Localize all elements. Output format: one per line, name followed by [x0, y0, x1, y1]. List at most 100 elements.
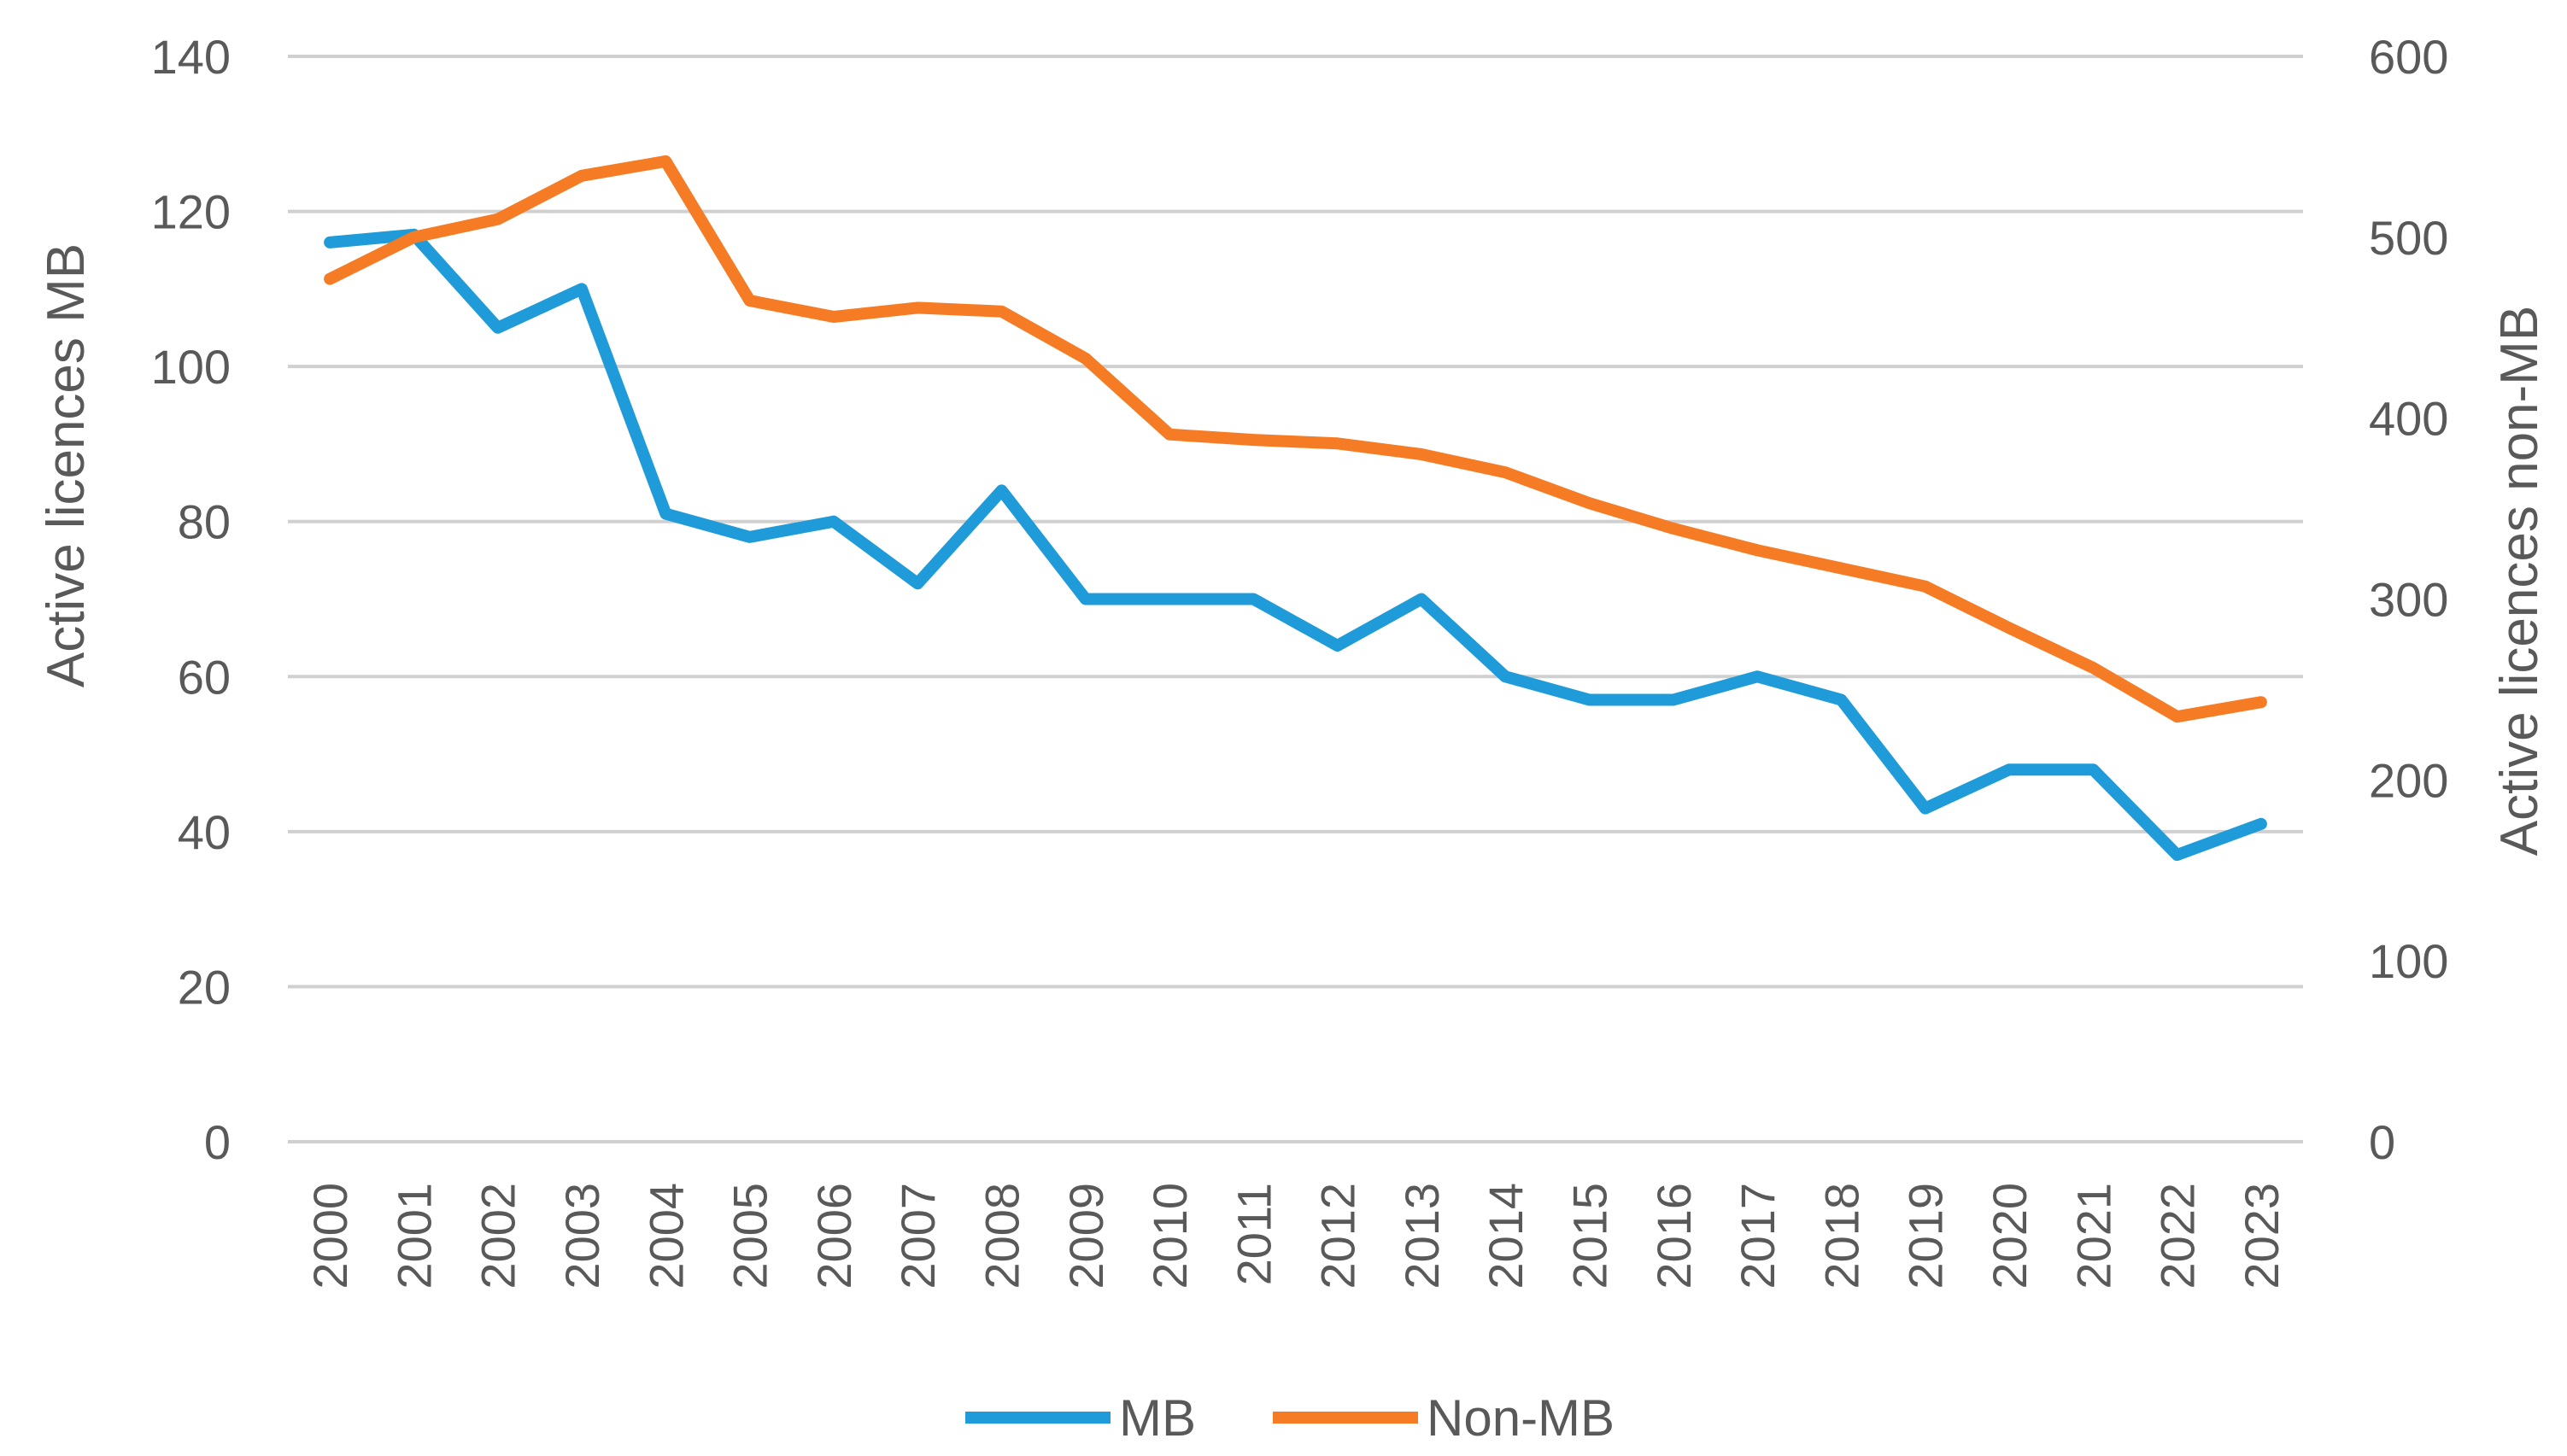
x-tick-label: 2020 [1983, 1183, 2037, 1289]
data-point-mb[interactable] [1584, 694, 1596, 706]
data-point-mb[interactable] [1835, 694, 1847, 706]
x-tick-label: 2006 [807, 1183, 861, 1289]
x-tick-label: 2005 [724, 1183, 777, 1289]
right-tick-label: 400 [2369, 392, 2448, 446]
x-tick-label: 2009 [1059, 1183, 1113, 1289]
data-point-non-mb[interactable] [1835, 562, 1847, 574]
right-tick-label: 500 [2369, 211, 2448, 265]
data-point-non-mb[interactable] [2003, 622, 2015, 634]
legend-label-non-mb: Non-MB [1427, 1389, 1615, 1447]
data-point-mb[interactable] [2255, 818, 2267, 830]
data-point-non-mb[interactable] [995, 306, 1007, 318]
x-tick-label: 2015 [1563, 1183, 1617, 1289]
data-point-non-mb[interactable] [2171, 710, 2183, 722]
x-tick-label: 2003 [555, 1183, 609, 1289]
x-tick-label: 2018 [1814, 1183, 1868, 1289]
right-tick-label: 600 [2369, 30, 2448, 84]
data-point-non-mb[interactable] [1919, 581, 1931, 593]
left-tick-label: 40 [178, 805, 231, 859]
data-point-mb[interactable] [1499, 670, 1511, 682]
legend-label-mb: MB [1119, 1389, 1196, 1447]
left-tick-label: 0 [204, 1115, 231, 1169]
data-point-mb[interactable] [324, 237, 336, 249]
x-tick-label: 2010 [1143, 1183, 1197, 1289]
left-tick-label: 20 [178, 960, 231, 1014]
data-point-non-mb[interactable] [1415, 448, 1427, 460]
data-point-mb[interactable] [2003, 763, 2015, 775]
x-tick-label: 2002 [472, 1183, 525, 1289]
x-tick-label: 2004 [639, 1183, 693, 1289]
data-point-mb[interactable] [2171, 849, 2183, 861]
left-tick-label: 100 [151, 340, 231, 394]
data-point-non-mb[interactable] [1247, 434, 1259, 446]
data-point-mb[interactable] [995, 484, 1007, 496]
left-axis-ticks: 0 20 40 60 80 100 120 140 [151, 30, 231, 1169]
right-tick-label: 0 [2369, 1115, 2395, 1169]
data-point-mb[interactable] [576, 283, 588, 295]
data-point-mb[interactable] [1332, 640, 1344, 652]
data-point-non-mb[interactable] [1499, 466, 1511, 478]
data-point-non-mb[interactable] [492, 213, 504, 225]
x-tick-label: 2016 [1647, 1183, 1701, 1289]
x-tick-label: 2022 [2151, 1183, 2205, 1289]
right-tick-label: 200 [2369, 753, 2448, 807]
data-point-mb[interactable] [744, 531, 756, 543]
series-lines [324, 155, 2267, 862]
data-point-non-mb[interactable] [324, 273, 336, 285]
data-point-non-mb[interactable] [1080, 353, 1092, 365]
data-point-non-mb[interactable] [407, 231, 419, 243]
data-point-non-mb[interactable] [576, 170, 588, 182]
data-point-mb[interactable] [1415, 594, 1427, 605]
right-tick-label: 100 [2369, 934, 2448, 988]
left-tick-label: 140 [151, 30, 231, 84]
right-axis-ticks: 0 100 200 300 400 500 600 [2369, 30, 2448, 1169]
data-point-mb[interactable] [1080, 594, 1092, 605]
series-line-mb[interactable] [324, 228, 2267, 862]
data-point-mb[interactable] [659, 508, 671, 520]
data-point-non-mb[interactable] [744, 295, 756, 307]
left-axis-title: Active licences MB [37, 243, 96, 687]
data-point-non-mb[interactable] [2255, 696, 2267, 708]
x-tick-label: 2000 [303, 1183, 357, 1289]
x-tick-label: 2014 [1479, 1183, 1533, 1289]
data-point-non-mb[interactable] [659, 155, 671, 167]
data-point-mb[interactable] [911, 577, 923, 589]
data-point-mb[interactable] [1163, 594, 1175, 605]
left-tick-label: 80 [178, 495, 231, 549]
x-axis-ticks: 2000 2001 2002 2003 2004 2005 2006 2007 2008 2009… [303, 1183, 2289, 1289]
right-axis-title: Active licences non-MB [2490, 306, 2549, 856]
data-point-mb[interactable] [1751, 670, 1763, 682]
gridlines [288, 55, 2303, 1143]
left-tick-label: 120 [151, 185, 231, 239]
data-point-non-mb[interactable] [1332, 437, 1344, 449]
data-point-non-mb[interactable] [1163, 429, 1175, 441]
data-point-mb[interactable] [1247, 594, 1259, 605]
x-tick-label: 2013 [1395, 1183, 1449, 1289]
legend: MB Non-MB [965, 1389, 1615, 1447]
x-tick-label: 2019 [1899, 1183, 1953, 1289]
legend-item-non-mb[interactable]: Non-MB [1273, 1389, 1615, 1447]
x-tick-label: 2023 [2235, 1183, 2289, 1289]
data-point-mb[interactable] [1919, 803, 1931, 815]
data-point-non-mb[interactable] [1667, 523, 1679, 535]
x-tick-label: 2021 [2066, 1183, 2120, 1289]
data-point-mb[interactable] [828, 516, 840, 528]
data-point-non-mb[interactable] [911, 301, 923, 313]
x-tick-label: 2011 [1227, 1183, 1281, 1285]
x-tick-label: 2012 [1311, 1183, 1365, 1289]
data-point-mb[interactable] [2087, 763, 2099, 775]
data-point-non-mb[interactable] [828, 311, 840, 323]
x-tick-label: 2001 [387, 1183, 441, 1289]
left-tick-label: 60 [178, 650, 231, 704]
series-line-non-mb[interactable] [324, 155, 2267, 723]
data-point-non-mb[interactable] [2087, 662, 2099, 674]
x-tick-label: 2008 [975, 1183, 1029, 1289]
right-tick-label: 300 [2369, 573, 2448, 627]
data-point-mb[interactable] [492, 322, 504, 334]
x-tick-label: 2007 [891, 1183, 945, 1289]
data-point-non-mb[interactable] [1584, 497, 1596, 509]
data-point-non-mb[interactable] [1751, 544, 1763, 556]
legend-item-mb[interactable]: MB [965, 1389, 1196, 1447]
data-point-mb[interactable] [1667, 694, 1679, 706]
